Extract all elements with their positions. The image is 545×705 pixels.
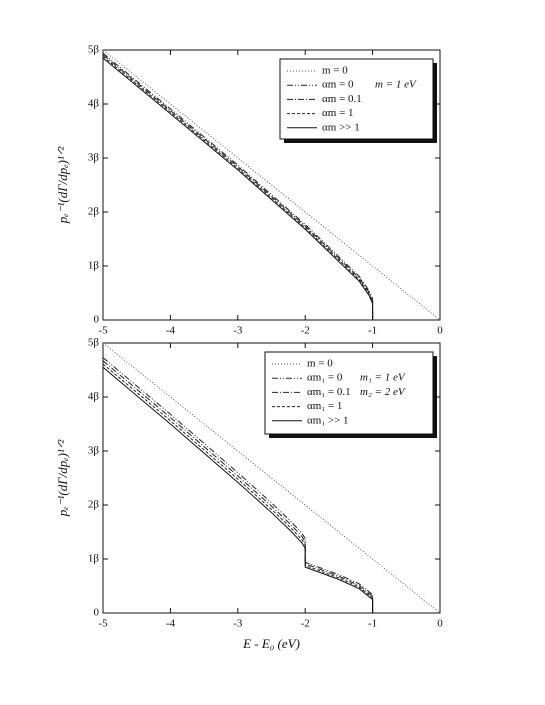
y-tick-label: 2β [88,206,100,218]
series-line [102,360,374,613]
x-tick-label: -2 [301,325,310,337]
legend-label: m = 0 [322,65,348,77]
x-tick-label: 0 [437,325,443,337]
legend-label: αm = 0 [322,79,354,91]
y-tick-label: 3β [88,152,100,164]
y-tick-label: 5β [88,337,100,349]
annotation: m₁ = 1 eV [360,372,406,384]
y-tick-label: 4β [88,98,100,110]
x-axis-label: E - E₀ (eV) [242,636,300,651]
y-tick-label: 2β [88,499,100,511]
x-tick-label: 0 [437,618,443,630]
series-line [102,52,374,320]
legend-label: αm = 0.1 [322,93,362,105]
annotation: m₂ = 2 eV [360,386,406,398]
y-tick-label: 3β [88,445,100,457]
x-tick-label: -2 [301,618,310,630]
x-tick-label: -3 [233,325,243,337]
series-line [102,56,374,320]
legend-label: αm >> 1 [322,121,360,133]
legend-label: αm₁ >> 1 [307,414,349,426]
legend-label: αm = 1 [322,107,354,119]
x-tick-label: -5 [98,325,108,337]
y-tick-label: 0 [94,314,100,326]
y-tick-label: 0 [94,607,100,619]
x-tick-label: -4 [166,618,176,630]
x-tick-label: -1 [368,325,377,337]
y-tick-label: 1β [88,260,100,272]
series-line [102,54,374,320]
y-axis-label: pₑ⁻¹(dΓ/dpₑ)¹ᐟ² [55,439,70,518]
y-axis-label: pₑ⁻¹(dΓ/dpₑ)¹ᐟ² [55,146,70,225]
series-line [102,366,374,613]
series-line [102,363,374,613]
y-tick-label: 5β [88,44,100,56]
legend-label: αm₁ = 0 [307,372,343,384]
series-line [102,357,374,613]
legend-label: αm₁ = 0.1 [307,386,351,398]
x-tick-label: -5 [98,618,108,630]
legend-label: αm₁ = 1 [307,400,342,412]
legend-box [279,58,434,140]
annotation: m = 1 eV [375,79,417,91]
x-tick-label: -3 [233,618,243,630]
y-tick-label: 4β [88,391,100,403]
x-tick-label: -1 [368,618,377,630]
x-tick-label: -4 [166,325,176,337]
plot-frame [102,342,441,614]
series-line [102,57,374,320]
y-tick-label: 1β [88,553,100,565]
plot-frame [102,49,441,321]
legend-label: m = 0 [307,358,333,370]
